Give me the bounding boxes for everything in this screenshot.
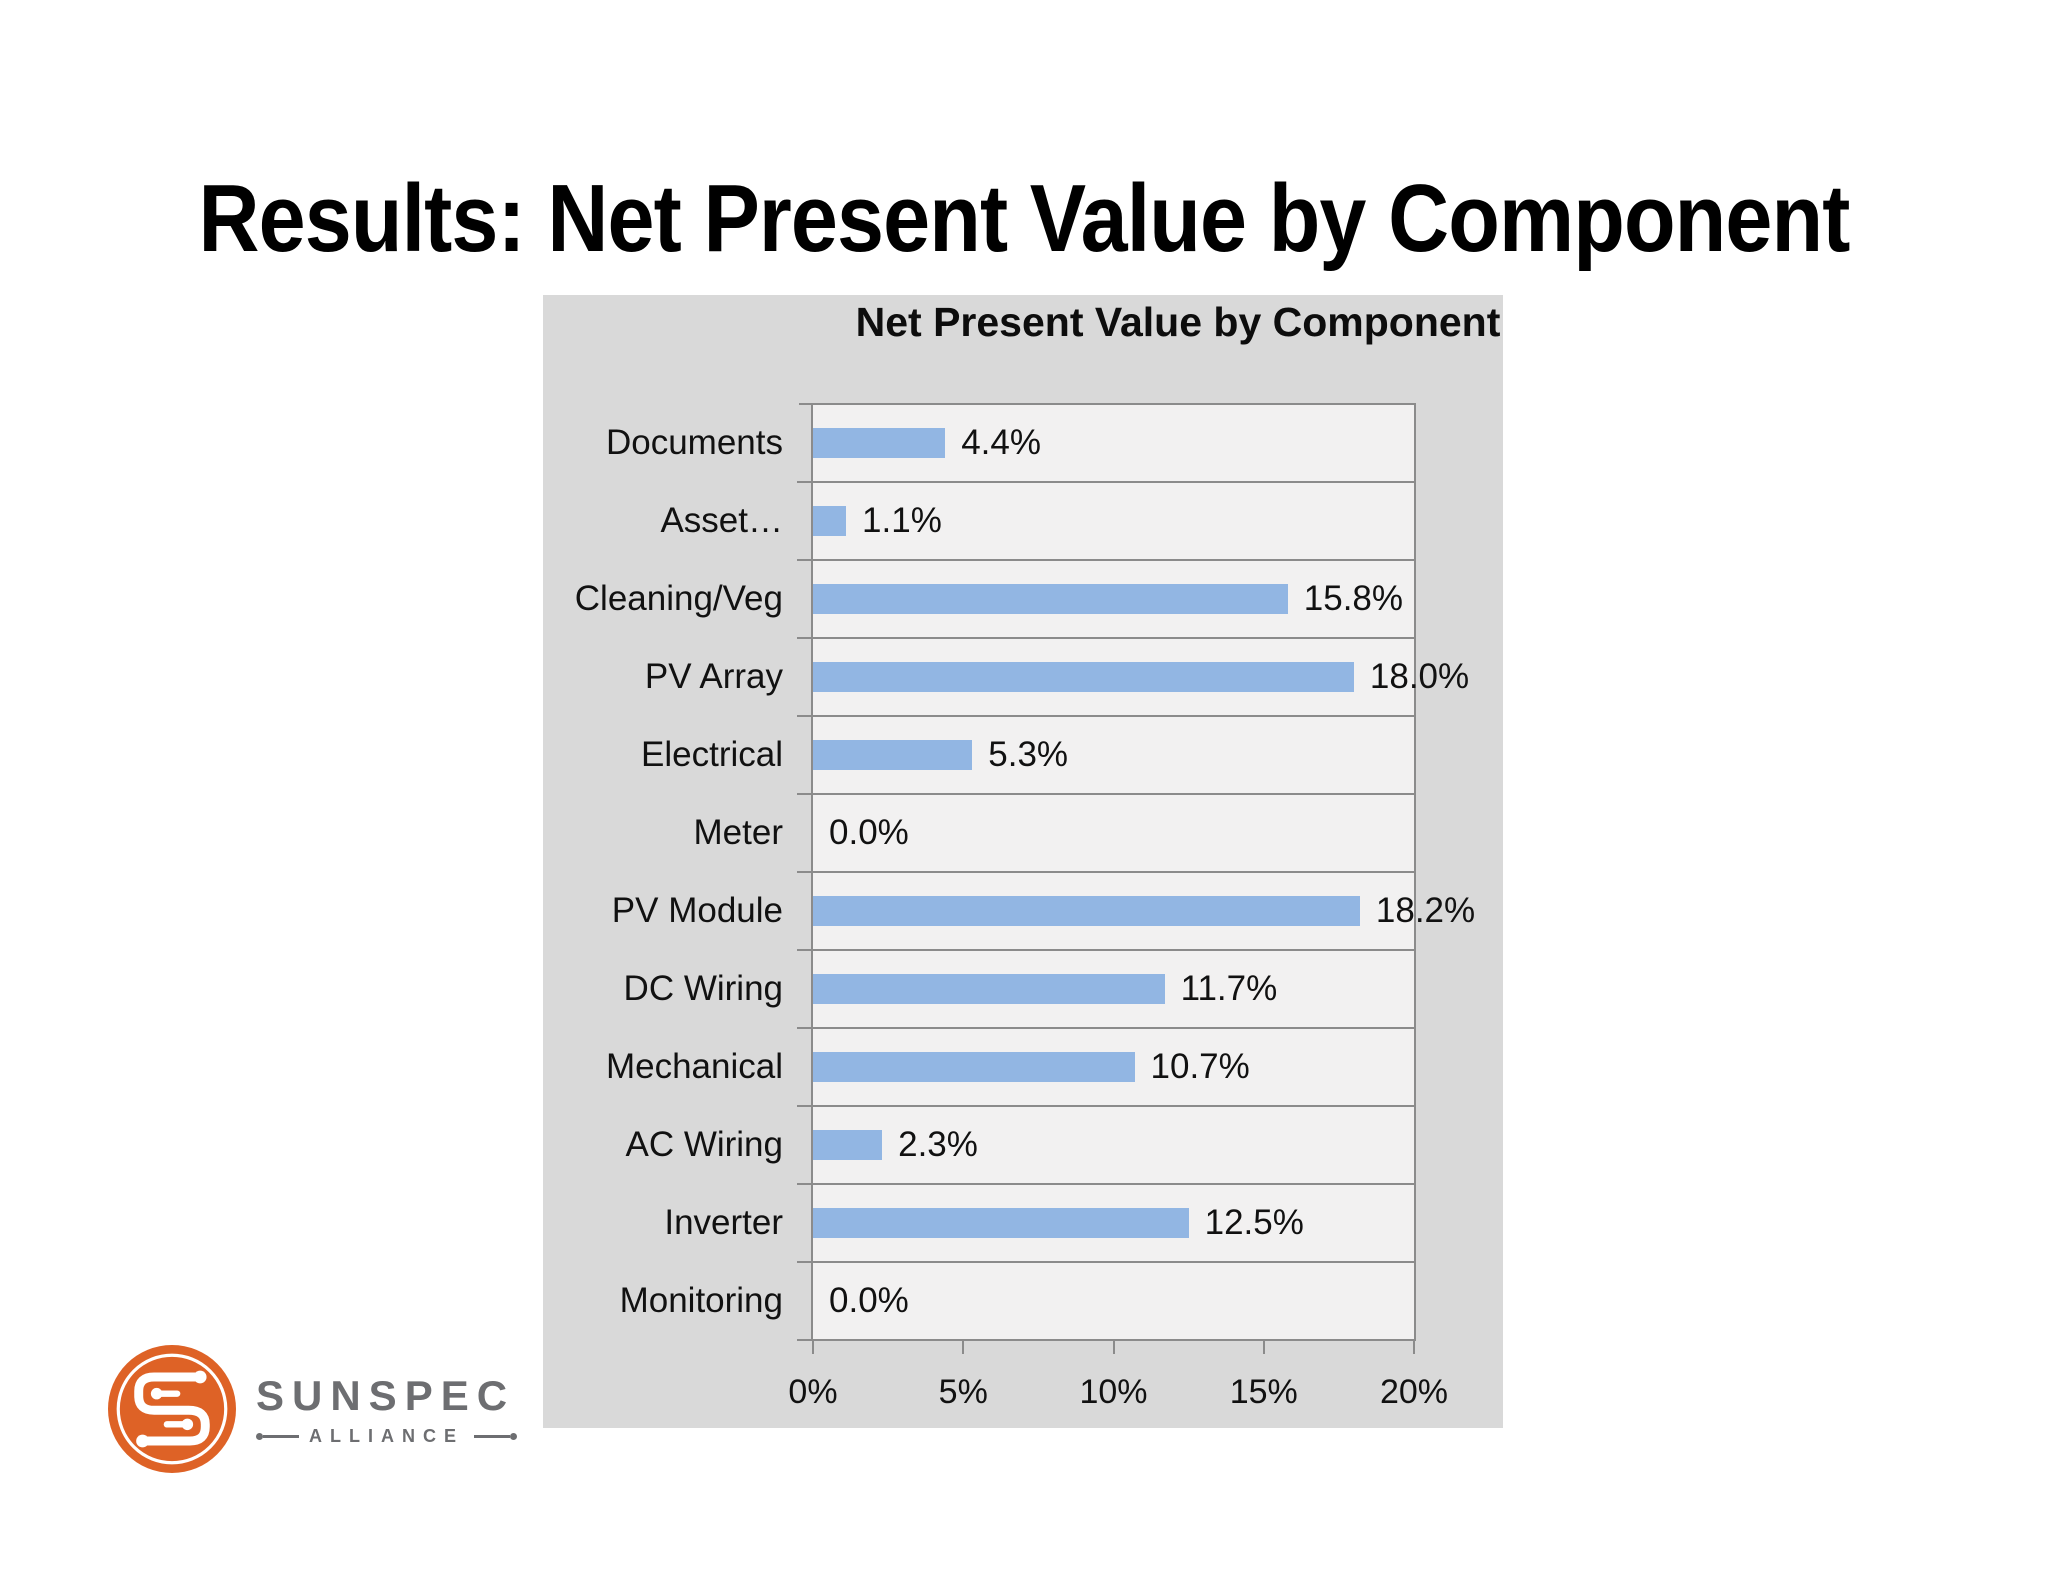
chart-title: Net Present Value by Component [855,299,1501,345]
chart-row: Cleaning/Veg 15.8% [575,561,1414,639]
category-label: Meter [693,813,783,852]
category-label: Electrical [641,735,783,774]
value-label: 0.0% [829,813,909,852]
category-label: Cleaning/Veg [574,579,783,618]
value-label: 15.8% [1303,579,1404,618]
bar [813,740,973,770]
x-axis-tick [1413,1341,1415,1354]
value-label: 4.4% [961,423,1041,462]
chart-panel: Net Present Value by Component Documents… [543,295,1503,1428]
x-axis-tick [812,1341,814,1354]
value-label: 0.0% [829,1281,909,1320]
sunspec-logo: SUNSPEC ALLIANCE [108,1345,517,1473]
bar [813,974,1165,1004]
bar [813,506,847,536]
chart-row: Electrical 5.3% [641,717,1414,795]
value-label: 18.0% [1369,657,1470,696]
category-label: Asset… [660,501,783,540]
plot-area: Documents 4.4% Asset… 1.1% Cleaning/Veg 15.8%… [575,403,1475,1341]
x-axis-tick-label: 5% [938,1373,988,1411]
bar [813,1130,883,1160]
value-label: 5.3% [988,735,1069,774]
x-axis-tick [1262,1341,1265,1354]
category-label: DC Wiring [623,969,783,1008]
category-label: PV Module [611,891,783,930]
chart-row: Asset… 1.1% [660,483,1414,561]
bar [813,1052,1135,1082]
bar [813,1208,1189,1238]
sunspec-logo-text: SUNSPEC ALLIANCE [256,1375,517,1447]
sunspec-wordmark: SUNSPEC [256,1372,516,1419]
x-axis-tick-label: 10% [1079,1373,1148,1411]
sunspec-logo-mark [108,1345,236,1473]
value-label: 10.7% [1150,1047,1250,1086]
value-label: 2.3% [898,1125,978,1164]
chart-row: Monitoring 0.0% [620,1263,1414,1341]
alliance-wordmark: ALLIANCE [309,1426,464,1446]
x-axis-tick-label: 20% [1379,1373,1449,1411]
category-label: Monitoring [619,1281,783,1320]
bar [813,896,1360,926]
bar [813,662,1354,692]
chart-row: Mechanical 10.7% [606,1029,1414,1107]
value-label: 12.5% [1204,1203,1304,1242]
logo-left-rule [256,1433,299,1440]
x-axis-tick [1112,1341,1115,1354]
sunspec-s-icon [108,1345,236,1473]
x-axis-tick [962,1341,965,1354]
chart-row: AC Wiring 2.3% [625,1107,1414,1185]
chart-row: Meter 0.0% [694,795,1414,873]
page-title: Results: Net Present Value by Component [198,165,1851,272]
x-axis: 0% 5% 10% 15% 20% [788,1341,1448,1427]
category-label: Inverter [664,1203,783,1242]
x-axis-tick-label: 15% [1229,1373,1298,1411]
bar [813,584,1288,614]
chart-row: PV Array 18.0% [645,639,1469,717]
bar [813,428,946,458]
chart-row: PV Module 18.2% [612,873,1475,951]
chart-row: DC Wiring 11.7% [624,951,1414,1029]
value-label: 11.7% [1180,969,1278,1008]
x-axis-tick-label: 0% [788,1373,838,1411]
logo-right-rule [474,1433,517,1440]
category-label: PV Array [644,657,783,696]
value-label: 1.1% [862,501,942,540]
category-label: AC Wiring [625,1125,783,1164]
category-label: Documents [605,423,783,462]
value-label: 18.2% [1375,891,1476,930]
category-label: Mechanical [605,1047,783,1086]
chart-row: Documents 4.4% [606,405,1414,483]
chart-row: Inverter 12.5% [664,1185,1414,1263]
